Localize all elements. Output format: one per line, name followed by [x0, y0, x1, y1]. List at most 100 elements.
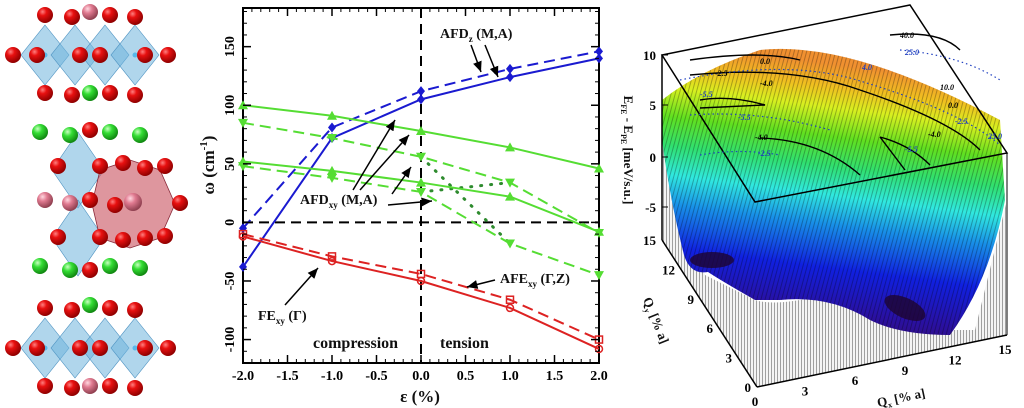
oxygen-atom [157, 158, 173, 174]
region-tension-label: tension [440, 335, 489, 352]
oxygen-atom [64, 9, 80, 25]
contour-label: 0.0 [948, 101, 958, 110]
data-point [417, 94, 425, 105]
oxygen-atom [37, 7, 53, 23]
contour-label: 40.0 [899, 31, 914, 40]
x-tick-label: 0.0 [412, 369, 430, 384]
contour-label: -4.0 [928, 130, 941, 139]
arrow-afe-xy [466, 279, 496, 289]
a-site-atom [82, 4, 98, 20]
data-point [416, 152, 426, 162]
oxygen-atom [160, 47, 176, 63]
data-point [327, 173, 337, 183]
data-point [594, 344, 604, 354]
series-line-6 [242, 235, 600, 350]
oxygen-atom [102, 300, 118, 316]
data-point [594, 226, 604, 236]
annotation-afd-z: AFDz (M,A) [440, 27, 513, 44]
qy-tick-label: 6 [707, 321, 714, 336]
qx-tick-label: 15 [999, 342, 1013, 357]
data-point [505, 295, 515, 304]
surface-side-walls [662, 125, 1007, 387]
data-point [506, 72, 514, 83]
a-site-atom [62, 262, 78, 278]
oxygen-atom [82, 262, 98, 278]
oxygen-atom [172, 195, 188, 211]
data-point [505, 191, 515, 201]
contour-label: 10.0 [940, 83, 954, 92]
contour-line [689, 71, 981, 151]
annotation-fe-xy: FExy (Γ) [258, 309, 307, 326]
region-compression-label: compression [313, 335, 398, 352]
b-site-atom [132, 345, 138, 351]
x-tick-label: -2.0 [232, 369, 254, 384]
a-site-atom [32, 258, 48, 274]
contour-line [889, 33, 961, 51]
data-point [505, 239, 515, 249]
a-site-atom [82, 297, 98, 313]
oxygen-atom [157, 228, 173, 244]
oxygen-atom [127, 9, 143, 25]
data-point [594, 271, 604, 281]
data-point [238, 118, 248, 128]
oxygen-atom [137, 340, 153, 356]
z-tick-label: 10 [643, 48, 656, 63]
data-point [327, 165, 337, 175]
x-tick-label: 2.0 [590, 369, 608, 384]
oxygen-atom [92, 229, 108, 245]
qx-tick-label: 9 [902, 363, 909, 378]
oxygen-atom [37, 85, 53, 101]
data-point [417, 86, 425, 97]
x-tick-label: -1.0 [321, 369, 343, 384]
x-tick-label: 0.5 [457, 369, 475, 384]
octahedron [51, 199, 105, 277]
a-site-atom [62, 127, 78, 143]
arrow-afd-xy-4 [387, 197, 433, 207]
z-axis-label: EFE - EPE [meV/s.u.] [619, 96, 636, 205]
qy-tick-label: 3 [726, 351, 733, 366]
arrow-afd-xy-2 [359, 134, 410, 191]
contour-line [759, 137, 861, 176]
oxygen-atom [50, 158, 66, 174]
qy-axis [661, 239, 758, 388]
oxygen-atom [137, 160, 153, 176]
minimum-well-left [690, 252, 734, 268]
data-point [416, 187, 426, 197]
data-point [505, 303, 515, 313]
y-tick-label: 150 [223, 36, 238, 57]
oxygen-atom [92, 340, 108, 356]
oxygen-atom [64, 302, 80, 318]
x-axis-label: ε (%) [400, 387, 440, 406]
data-point [327, 134, 337, 144]
oxygen-atom [5, 47, 21, 63]
data-point [594, 163, 604, 173]
oxygen-atom [82, 122, 98, 138]
a-site-atom [124, 193, 142, 211]
a-site-atom [102, 124, 118, 140]
oxygen-atom [92, 158, 108, 174]
contour-label: -5.5 [738, 113, 751, 122]
a-site-atom [37, 192, 53, 208]
x-tick-label: 1.0 [501, 369, 519, 384]
oxygen-atom [160, 340, 176, 356]
qx-axis [756, 334, 1008, 388]
z-tick-label: 0 [650, 150, 657, 165]
contour-label: -5.5 [700, 90, 713, 99]
minimum-well-right [884, 295, 926, 321]
a-site-atom [132, 260, 148, 276]
contour-label: -4.0 [755, 133, 768, 142]
a-site-atom [82, 378, 98, 394]
contour-label: -2.5 [715, 69, 728, 78]
data-point [595, 46, 603, 57]
annotation-afd-xy: AFDxy (M,A) [300, 193, 378, 210]
arrow-afd-xy-3 [391, 166, 412, 195]
oxygen-atom [37, 378, 53, 394]
y-tick-label: 0 [223, 219, 238, 226]
a-site-atom [62, 195, 78, 211]
y-tick-label: -50 [223, 272, 238, 291]
oxygen-atom [102, 7, 118, 23]
oxygen-atom [92, 47, 108, 63]
data-point [327, 256, 337, 266]
oxygen-atom [102, 378, 118, 394]
